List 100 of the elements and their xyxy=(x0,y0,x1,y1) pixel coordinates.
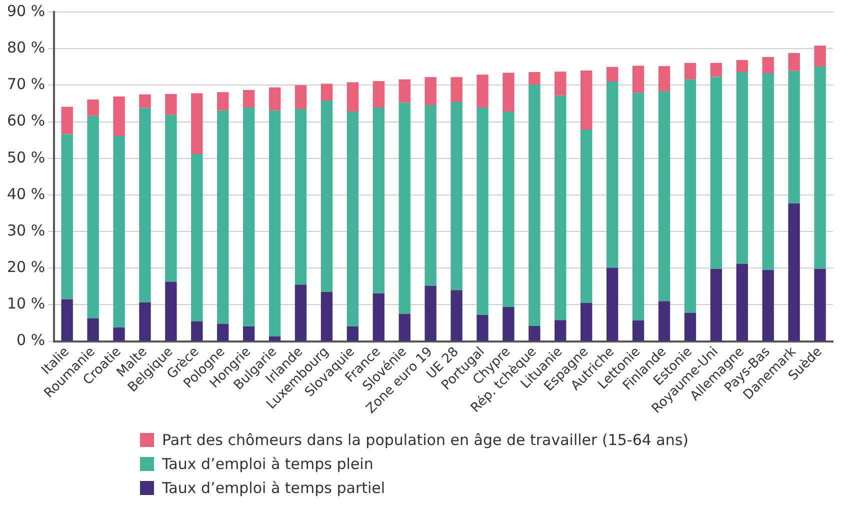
bar xyxy=(606,66,618,82)
y-tick-label: 80 % xyxy=(7,38,46,56)
bar xyxy=(87,116,99,318)
bar xyxy=(502,72,514,112)
bar xyxy=(736,264,748,341)
bar xyxy=(61,299,73,341)
bar xyxy=(710,76,722,269)
bar xyxy=(580,302,592,341)
bar xyxy=(61,134,73,300)
bar xyxy=(658,66,670,92)
bar xyxy=(242,90,255,108)
bar xyxy=(788,52,800,71)
bar xyxy=(528,326,540,341)
y-tick-label: 30 % xyxy=(7,221,46,240)
bar xyxy=(606,268,618,341)
bar xyxy=(113,327,125,341)
y-tick-label: 70 % xyxy=(7,75,46,94)
bar xyxy=(502,306,514,341)
bar xyxy=(580,70,592,130)
bar xyxy=(736,60,748,72)
bar xyxy=(710,268,722,341)
bar xyxy=(632,66,644,93)
bar xyxy=(788,203,800,341)
bar xyxy=(165,114,177,282)
bar xyxy=(398,102,410,314)
bar xyxy=(320,84,333,101)
legend-label: Taux d’emploi à temps partiel xyxy=(162,479,386,497)
bar xyxy=(191,154,203,322)
bar xyxy=(346,326,359,341)
bar xyxy=(372,81,384,108)
bar xyxy=(814,268,826,341)
y-tick-label: 20 % xyxy=(7,258,46,276)
bar xyxy=(762,57,774,74)
bar xyxy=(606,82,618,268)
bar xyxy=(61,106,73,134)
bar xyxy=(554,320,566,341)
bar xyxy=(113,96,125,136)
bar xyxy=(658,91,670,302)
bar xyxy=(398,79,410,103)
bar xyxy=(191,321,203,341)
bar xyxy=(814,46,826,67)
bar xyxy=(242,108,255,326)
bar xyxy=(814,66,826,269)
y-tick-label: 50 % xyxy=(7,148,46,166)
bar xyxy=(87,99,99,116)
bar xyxy=(736,72,748,264)
bar xyxy=(450,290,462,341)
bar xyxy=(476,314,488,341)
bar xyxy=(372,293,384,341)
bar xyxy=(528,72,540,84)
bar xyxy=(139,302,151,341)
bar xyxy=(528,84,540,326)
y-tick-label: 60 % xyxy=(7,112,46,130)
bar xyxy=(398,314,410,341)
legend-label: Taux d’emploi à temps plein xyxy=(162,455,374,473)
legend-label: Part des chômeurs dans la population en âge de travailler (15-64 ans) xyxy=(162,431,689,449)
bar xyxy=(191,93,203,154)
bar xyxy=(268,87,281,110)
bar xyxy=(554,72,566,96)
bar xyxy=(684,79,696,313)
bar xyxy=(320,292,333,341)
bar xyxy=(476,108,488,315)
y-tick-label: 10 % xyxy=(7,294,46,313)
bar xyxy=(165,282,177,341)
bar xyxy=(294,85,307,109)
bar xyxy=(217,110,229,324)
bar xyxy=(632,320,644,341)
bar xyxy=(762,270,774,341)
bar xyxy=(320,100,333,292)
bar xyxy=(476,74,488,108)
bar xyxy=(346,112,359,326)
bar xyxy=(268,110,281,336)
bar xyxy=(658,301,670,341)
bar xyxy=(294,284,307,341)
y-tick-label: 0 % xyxy=(16,331,46,350)
bar xyxy=(502,112,514,307)
bar xyxy=(554,96,566,320)
bar xyxy=(217,324,229,341)
bar xyxy=(684,62,696,80)
bar xyxy=(217,92,229,110)
bar xyxy=(294,108,307,285)
bar xyxy=(139,94,151,108)
bar xyxy=(424,286,436,341)
bar xyxy=(139,108,151,303)
bar xyxy=(113,136,125,328)
bar xyxy=(788,70,800,204)
y-tick-label: 40 % xyxy=(7,184,46,203)
bar xyxy=(710,62,722,77)
bar xyxy=(762,73,774,270)
bar xyxy=(346,82,359,112)
bar xyxy=(268,336,281,341)
bar xyxy=(242,326,255,341)
y-tick-label: 90 % xyxy=(7,2,46,20)
bar xyxy=(372,108,384,294)
bar xyxy=(424,77,436,105)
bar xyxy=(424,104,436,286)
bar xyxy=(580,129,592,303)
bar xyxy=(87,318,99,341)
bar xyxy=(450,102,462,290)
bar xyxy=(684,312,696,341)
